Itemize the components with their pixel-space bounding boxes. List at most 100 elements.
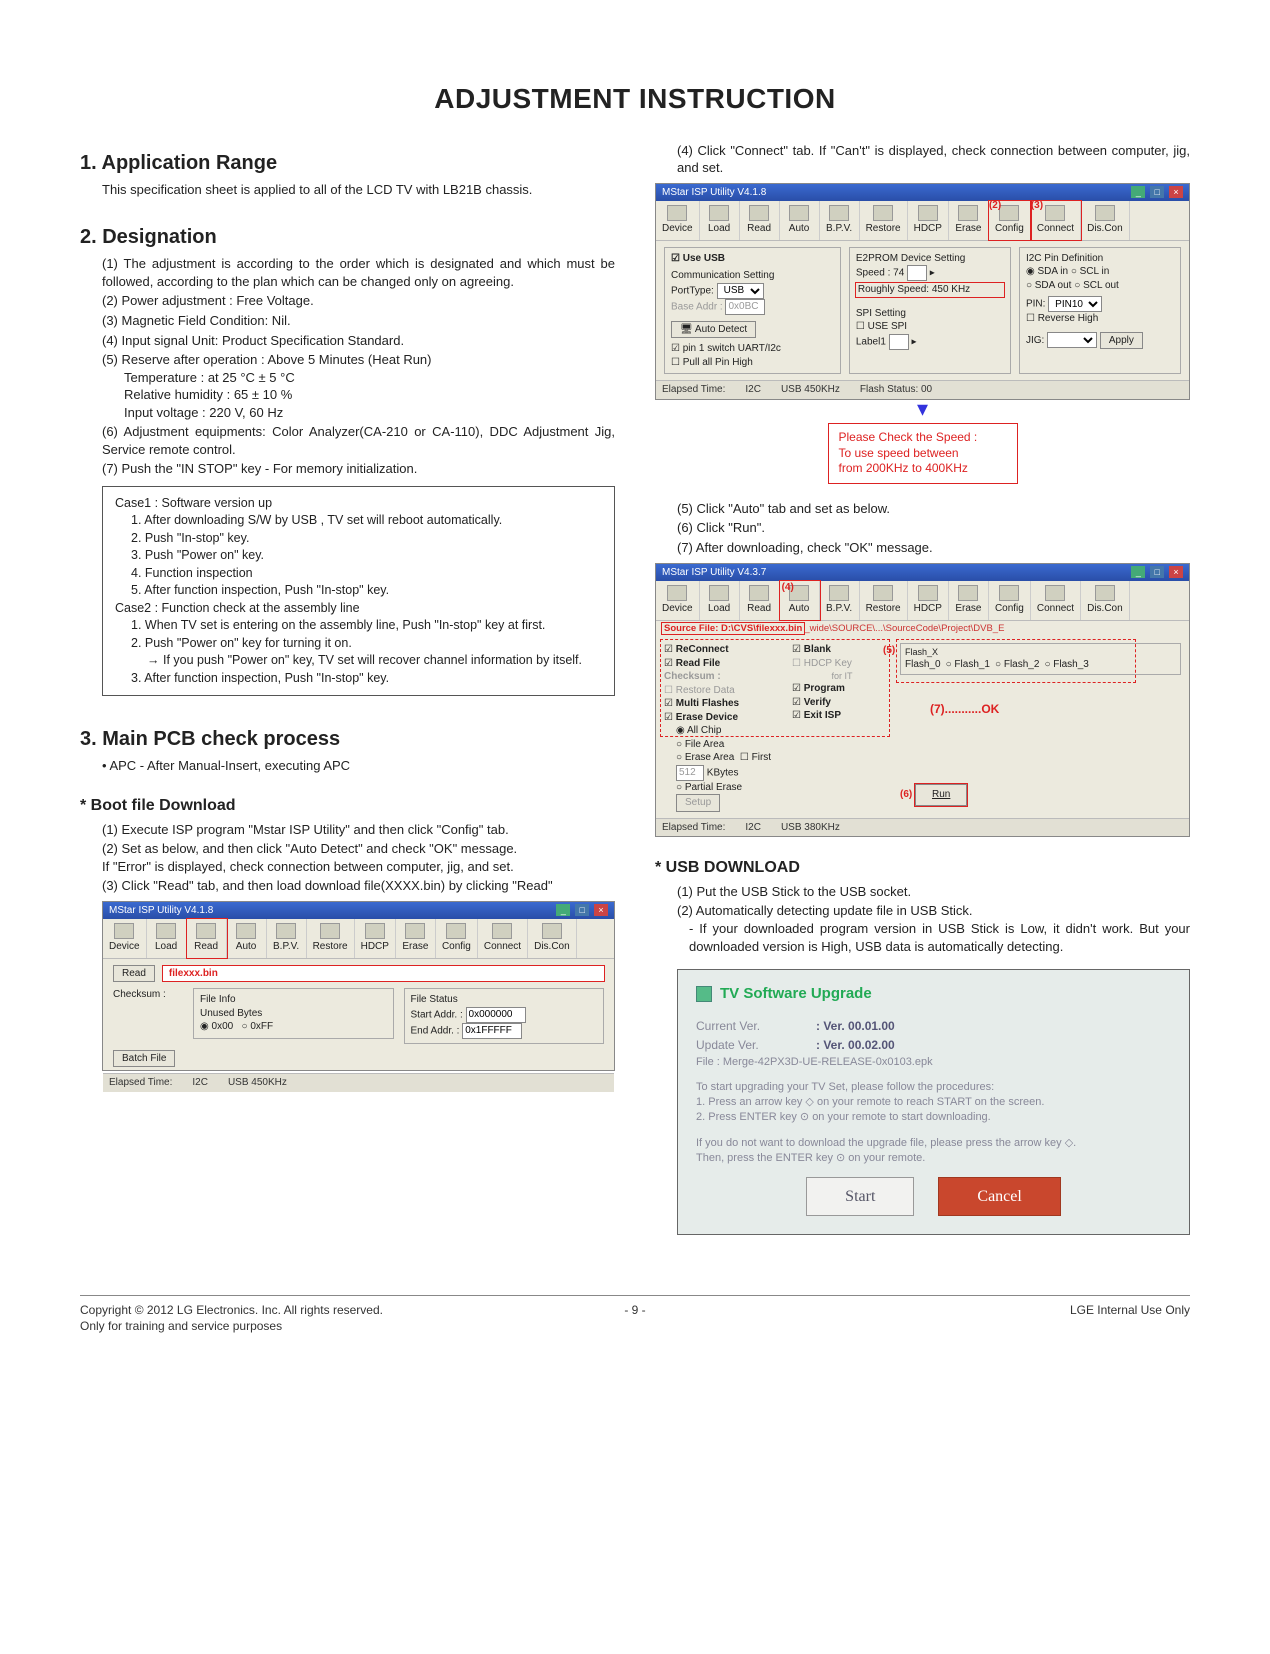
sdaout-radio[interactable]: ○ SDA out	[1026, 280, 1072, 291]
tab-device[interactable]: Device	[656, 201, 700, 240]
tab-device[interactable]: Device	[656, 581, 700, 620]
tab-bpv[interactable]: B.P.V.	[820, 581, 860, 620]
maximize-icon[interactable]: □	[1150, 186, 1164, 198]
s2-i5a: Temperature : at 25 °C ± 5 °C	[124, 369, 615, 387]
end-addr-input[interactable]	[462, 1023, 522, 1039]
status-usb: USB 380KHz	[781, 821, 840, 835]
tab-bpv[interactable]: B.P.V.	[820, 201, 860, 240]
start-button[interactable]: Start	[806, 1177, 914, 1217]
tab-discon[interactable]: Dis.Con	[528, 919, 577, 958]
tab-config[interactable]: Config(2)	[989, 201, 1031, 240]
tab-discon[interactable]: Dis.Con	[1081, 581, 1130, 620]
pin1-check[interactable]: ☑ pin 1 switch UART/I2c	[671, 343, 781, 354]
tab-load[interactable]: Load	[147, 919, 187, 958]
speed-label: Speed : 74	[856, 268, 904, 279]
s2-i4: (4) Input signal Unit: Product Specifica…	[102, 332, 615, 350]
tab-restore[interactable]: Restore	[860, 581, 908, 620]
minimize-icon[interactable]: _	[556, 904, 570, 916]
status-usb: USB 450KHz	[228, 1076, 287, 1090]
s2-i5b: Relative humidity : 65 ± 10 %	[124, 386, 615, 404]
partial-radio[interactable]: ○ Partial Erase	[676, 782, 742, 793]
speed-slider[interactable]	[907, 265, 927, 281]
run-button[interactable]: Run	[915, 784, 967, 806]
boot-list: (1) Execute ISP program "Mstar ISP Utili…	[102, 821, 615, 895]
use-usb-check[interactable]: ☑ Use USB	[671, 253, 725, 264]
window-buttons: _ □ ×	[1129, 566, 1183, 580]
pin-select[interactable]: PIN10	[1048, 296, 1102, 312]
shot3-titlebar: MStar ISP Utility V4.3.7 _ □ ×	[656, 564, 1189, 582]
tab-config[interactable]: Config	[436, 919, 478, 958]
close-icon[interactable]: ×	[594, 904, 608, 916]
tab-discon[interactable]: Dis.Con	[1081, 201, 1130, 240]
batch-file-button[interactable]: Batch File	[113, 1050, 175, 1068]
close-icon[interactable]: ×	[1169, 186, 1183, 198]
cancel-button[interactable]: Cancel	[938, 1177, 1060, 1217]
boot-heading: * Boot file Download	[80, 795, 615, 817]
tab-load[interactable]: Load	[700, 201, 740, 240]
first-check[interactable]: ☐ First	[740, 752, 771, 763]
shot2-title: MStar ISP Utility V4.1.8	[662, 186, 766, 200]
label1-slider[interactable]	[889, 334, 909, 350]
first-input[interactable]	[676, 765, 704, 781]
tab-auto[interactable]: Auto	[780, 201, 820, 240]
tab-connect[interactable]: Connect	[478, 919, 528, 958]
tab-device[interactable]: Device	[103, 919, 147, 958]
maximize-icon[interactable]: □	[1150, 566, 1164, 578]
tab-config[interactable]: Config	[989, 581, 1031, 620]
tab-restore[interactable]: Restore	[860, 201, 908, 240]
s2-i6: (6) Adjustment equipments: Color Analyze…	[102, 423, 615, 458]
left-column: 1. Application Range This specification …	[80, 140, 615, 1235]
minimize-icon[interactable]: _	[1131, 566, 1145, 578]
tab-restore[interactable]: Restore	[307, 919, 355, 958]
case2-2: 2. Push "Power on" key for turning it on…	[131, 635, 602, 653]
usb-heading: * USB DOWNLOAD	[655, 857, 1190, 879]
tab-bpv[interactable]: B.P.V.	[267, 919, 307, 958]
tab-hdcp[interactable]: HDCP	[908, 581, 949, 620]
tab-connect[interactable]: Connect	[1031, 581, 1081, 620]
tv-instr2: 1. Press an arrow key ◇ on your remote t…	[696, 1095, 1171, 1110]
case2-1: 1. When TV set is entering on the assemb…	[131, 617, 602, 635]
tab-read[interactable]: Read	[187, 919, 227, 958]
source-path: _wide\SOURCE\...\SourceCode\Project\DVB_…	[804, 623, 1004, 634]
jig-select[interactable]	[1047, 332, 1097, 348]
status-elapsed: Elapsed Time:	[662, 383, 725, 397]
usb-list: (1) Put the USB Stick to the USB socket.…	[677, 883, 1190, 955]
i2c-label: I2C Pin Definition	[1026, 252, 1174, 266]
radio-0x00[interactable]: ◉ 0x00	[200, 1021, 233, 1032]
usb-i2a: - If your downloaded program version in …	[689, 920, 1190, 955]
pullall-check[interactable]: ☐ Pull all Pin High	[671, 357, 753, 368]
setup-button[interactable]: Setup	[676, 794, 720, 812]
apply-button[interactable]: Apply	[1100, 332, 1143, 350]
read-button[interactable]: Read	[113, 965, 155, 983]
maximize-icon[interactable]: □	[575, 904, 589, 916]
auto-detect-button[interactable]: 🖥 Auto Detect	[671, 321, 756, 339]
sclout-radio[interactable]: ○ SCL out	[1074, 280, 1119, 291]
usespi-check[interactable]: ☐ USE SPI	[856, 321, 907, 332]
tab-erase[interactable]: Erase	[396, 919, 436, 958]
tab-erase[interactable]: Erase	[949, 201, 989, 240]
filearea-radio[interactable]: ○ File Area	[676, 739, 724, 750]
case1-5: 5. After function inspection, Push "In-s…	[131, 582, 602, 600]
tab-connect[interactable]: Connect(3)	[1031, 201, 1081, 240]
s2-i3: (3) Magnetic Field Condition: Nil.	[102, 312, 615, 330]
tab-read[interactable]: Read	[740, 581, 780, 620]
sdain-radio[interactable]: ◉ SDA in	[1026, 266, 1068, 277]
minimize-icon[interactable]: _	[1131, 186, 1145, 198]
start-addr-input[interactable]	[466, 1007, 526, 1023]
s3-heading: 3. Main PCB check process	[80, 726, 615, 753]
revhigh-check[interactable]: ☐ Reverse High	[1026, 313, 1098, 324]
tab-hdcp[interactable]: HDCP	[355, 919, 396, 958]
tab-auto[interactable]: Auto	[227, 919, 267, 958]
porttype-select[interactable]: USB	[717, 283, 764, 299]
tab-erase[interactable]: Erase	[949, 581, 989, 620]
tab-hdcp[interactable]: HDCP	[908, 201, 949, 240]
sclin-radio[interactable]: ○ SCL in	[1071, 266, 1109, 277]
tab-auto[interactable]: Auto(4)	[780, 581, 820, 620]
close-icon[interactable]: ×	[1169, 566, 1183, 578]
radio-0xff[interactable]: ○ 0xFF	[242, 1021, 274, 1032]
callout-l3: from 200KHz to 400KHz	[839, 461, 1007, 477]
tab-load[interactable]: Load	[700, 581, 740, 620]
erasearea-radio[interactable]: ○ Erase Area	[676, 752, 734, 763]
tab-read[interactable]: Read	[740, 201, 780, 240]
arrow-down-icon: ▾	[655, 402, 1190, 415]
